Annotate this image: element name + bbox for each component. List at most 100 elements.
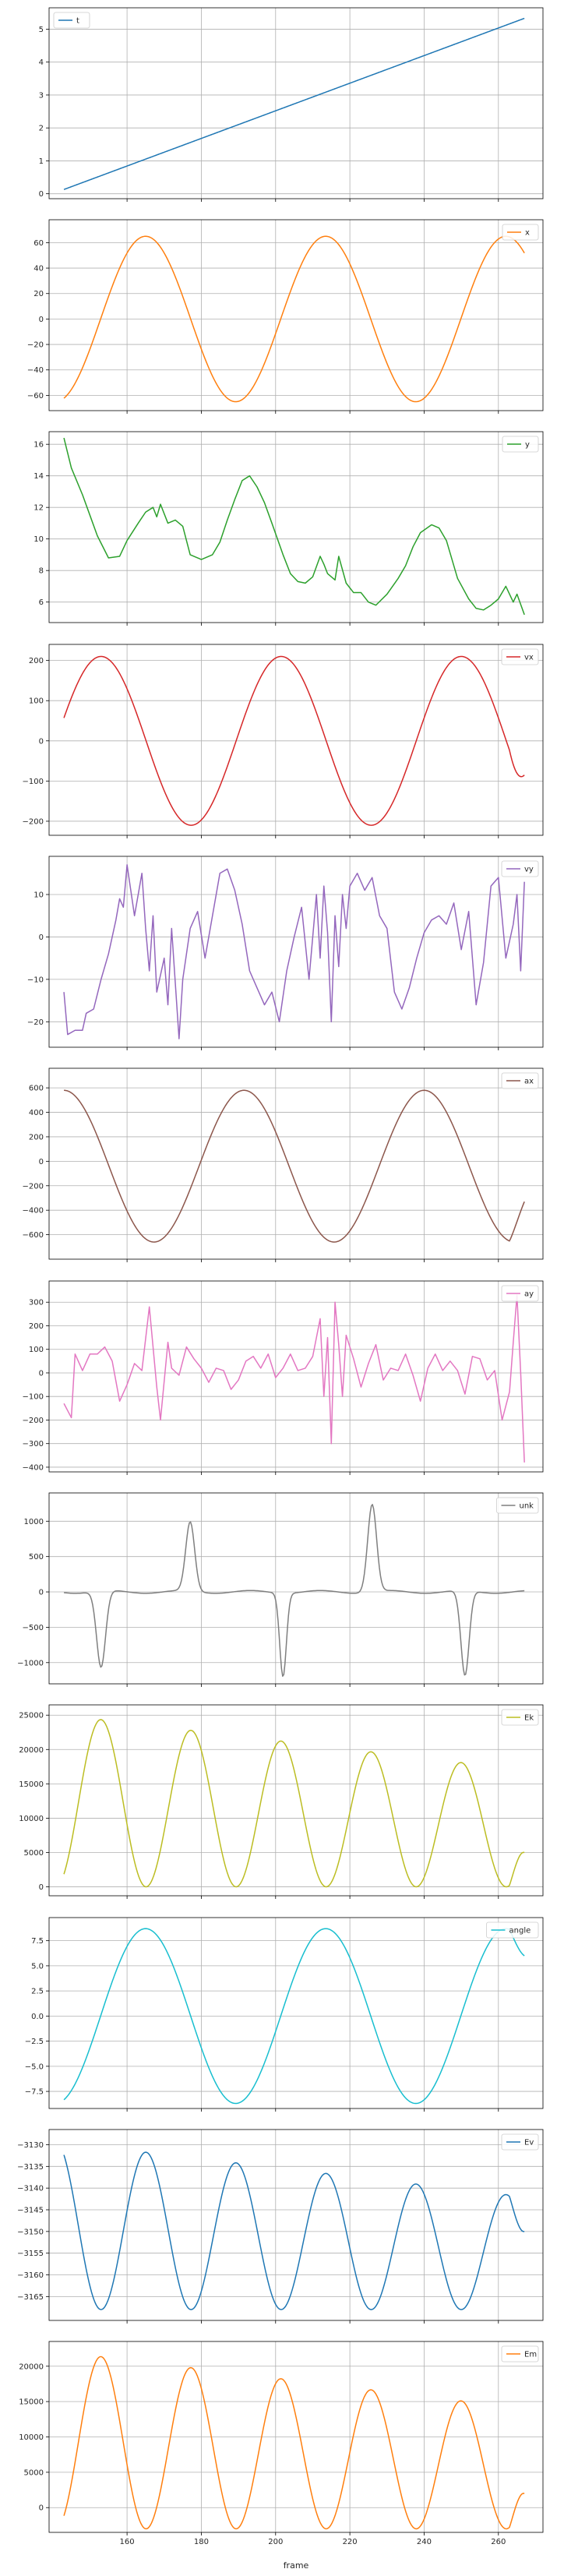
y-tick-label: 15000 <box>19 1780 44 1789</box>
y-tick-label: −300 <box>23 1440 44 1449</box>
axes-frame <box>48 1067 544 1260</box>
y-tick-label: −7.5 <box>25 2088 44 2097</box>
series-line-vx <box>63 655 525 826</box>
legend-label: x <box>525 229 530 238</box>
y-tick-label: 6 <box>39 598 44 607</box>
series-line-Ek <box>63 1719 525 1888</box>
y-tick-label: 200 <box>29 1133 44 1142</box>
y-tick-label: 2 <box>39 125 44 133</box>
y-tick-label: 0 <box>39 1158 44 1166</box>
x-tick-label: 240 <box>417 2538 432 2546</box>
axes-frame <box>48 644 544 836</box>
legend: unk <box>496 1497 539 1514</box>
y-tick-label: −3150 <box>17 2228 44 2236</box>
legend-label: Em <box>524 2351 537 2359</box>
subplot-Ek: 0 5000 10000 15000 20000 25000 Ek <box>19 1704 544 1899</box>
series-line-ay <box>63 1294 525 1463</box>
y-tick-label: −5.0 <box>25 2063 44 2071</box>
y-tick-label: 100 <box>29 697 44 706</box>
series-line-Ev <box>63 2151 525 2310</box>
legend-label: ax <box>524 1078 534 1086</box>
y-tick-label: 20000 <box>19 1746 44 1755</box>
y-tick-label: 20 <box>33 290 44 298</box>
y-tick-label: 2.5 <box>31 1988 44 1996</box>
series-line-angle <box>63 1928 525 2105</box>
axes-frame <box>48 219 544 411</box>
legend: Em <box>501 2345 539 2363</box>
series-line-y <box>63 437 525 616</box>
legend-label: Ev <box>524 2139 534 2147</box>
y-tick-label: 200 <box>29 657 44 665</box>
y-tick-label: −2.5 <box>25 2038 44 2046</box>
legend: vy <box>501 860 539 877</box>
y-tick-label: 0 <box>39 2504 44 2513</box>
y-tick-label: 20000 <box>19 2363 44 2371</box>
legend-label: vx <box>524 654 534 662</box>
y-tick-label: 400 <box>29 1109 44 1117</box>
y-tick-label: 5000 <box>24 2468 44 2477</box>
legend: angle <box>486 1921 539 1939</box>
y-tick-label: 8 <box>39 567 44 576</box>
y-tick-label: 0 <box>39 1369 44 1378</box>
subplot-ay: −400 −300 −200 −100 0 100 200 300 ay <box>23 1280 544 1475</box>
series-line-Em <box>63 2355 525 2530</box>
axes-frame <box>48 1917 544 2109</box>
y-tick-label: 200 <box>29 1322 44 1331</box>
legend-label: y <box>525 441 530 450</box>
y-tick-label: 14 <box>33 472 44 481</box>
y-tick-label: 5 <box>39 26 44 34</box>
series-line-t <box>63 17 525 190</box>
y-tick-label: 10000 <box>19 2433 44 2442</box>
legend-label: t <box>76 17 79 26</box>
axes-frame <box>48 2129 544 2321</box>
y-tick-label: 10 <box>33 535 44 544</box>
y-tick-label: −400 <box>23 1463 44 1472</box>
y-tick-label: −200 <box>23 1182 44 1191</box>
y-tick-label: 100 <box>29 1346 44 1354</box>
subplot-Ev: −3165 −3160 −3155 −3150 −3145 −3140 −3135 −3130… <box>17 2129 544 2324</box>
legend: Ev <box>501 2133 539 2151</box>
y-tick-label: 0.0 <box>31 2013 44 2021</box>
y-tick-label: −20 <box>27 341 44 350</box>
y-tick-label: 500 <box>29 1553 44 1561</box>
subplot-y: 6 8 10 12 14 16 y <box>33 431 544 626</box>
axes-frame <box>48 1280 544 1473</box>
y-tick-label: 3 <box>39 91 44 100</box>
y-tick-label: 0 <box>39 190 44 199</box>
y-tick-label: −100 <box>23 778 44 786</box>
y-tick-label: 0 <box>39 933 44 942</box>
y-tick-label: 300 <box>29 1299 44 1307</box>
legend-box <box>486 1921 539 1939</box>
subplot-vy: −20 −10 0 10 vy <box>27 856 544 1050</box>
y-tick-label: −3160 <box>17 2271 44 2280</box>
y-tick-label: −40 <box>27 366 44 375</box>
y-tick-label: 10000 <box>19 1815 44 1823</box>
y-tick-label: 4 <box>39 58 44 67</box>
series-line-ax <box>64 1089 525 1243</box>
legend: y <box>502 436 539 453</box>
y-tick-label: 5000 <box>24 1849 44 1858</box>
y-tick-label: 0 <box>39 1589 44 1597</box>
y-tick-label: −3130 <box>17 2141 44 2150</box>
series-line-unk <box>63 1504 525 1677</box>
y-tick-label: −3155 <box>17 2250 44 2258</box>
legend: t <box>53 12 90 29</box>
series-line-vy <box>63 864 525 1039</box>
x-tick-label: 180 <box>194 2538 209 2546</box>
subplot-t: 0 1 2 3 4 5 t <box>39 7 544 202</box>
subplot-angle: −7.5 −5.0 −2.5 0.0 2.5 5.0 7.5 angle <box>25 1917 544 2112</box>
y-tick-label: 5.0 <box>31 1962 44 1971</box>
axes-frame <box>48 1492 544 1685</box>
axes-frame <box>48 1704 544 1897</box>
y-tick-label: −60 <box>27 392 44 401</box>
y-tick-label: 40 <box>33 265 44 273</box>
y-tick-label: −200 <box>23 817 44 826</box>
subplot-vx: −200 −100 0 100 200 vx <box>23 644 544 838</box>
legend: Ek <box>501 1709 539 1726</box>
y-tick-label: −600 <box>23 1231 44 1240</box>
y-tick-label: 1000 <box>24 1518 44 1526</box>
legend-box <box>496 1497 539 1514</box>
y-tick-label: −10 <box>27 976 44 984</box>
subplot-ax: −600 −400 −200 0 200 400 600 ax <box>23 1067 544 1262</box>
y-tick-label: −1000 <box>17 1659 44 1667</box>
